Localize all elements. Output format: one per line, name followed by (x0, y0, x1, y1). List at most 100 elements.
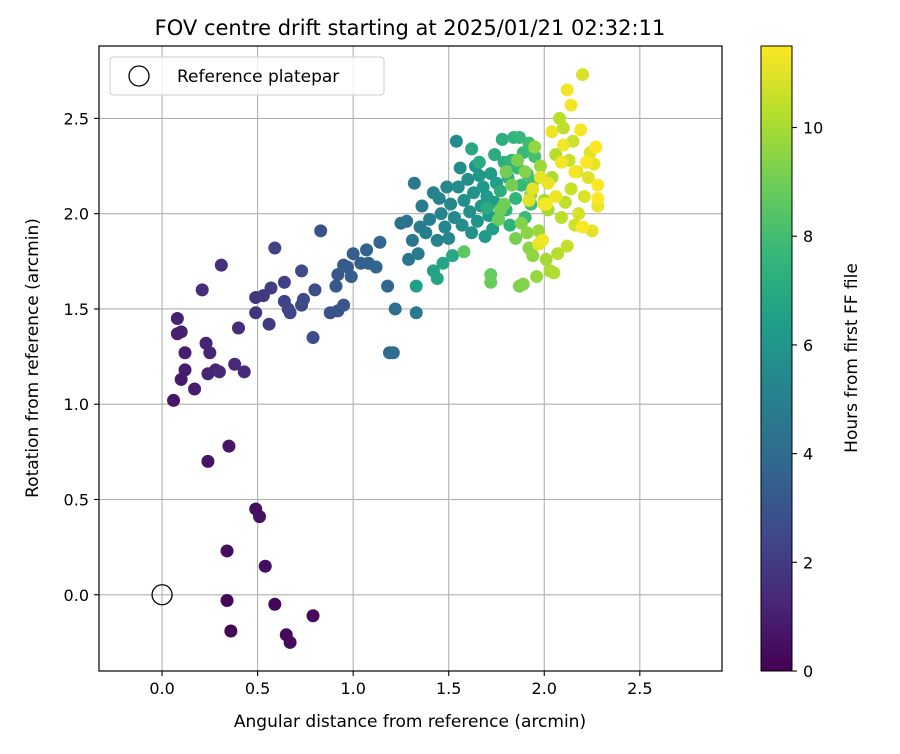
data-point (467, 186, 481, 200)
data-point (528, 140, 542, 154)
y-tick-label: 0.5 (64, 491, 89, 510)
data-point (228, 357, 242, 371)
data-point (314, 224, 328, 238)
data-point (373, 235, 387, 249)
data-point (589, 140, 603, 154)
data-point (329, 279, 343, 293)
data-point (505, 178, 519, 192)
data-point (457, 193, 471, 207)
y-tick-label: 1.5 (64, 300, 89, 319)
data-point (488, 148, 502, 162)
data-point (556, 121, 570, 135)
x-tick-label: 2.5 (627, 679, 652, 698)
data-point (472, 169, 486, 183)
data-point (499, 165, 513, 179)
data-point (360, 243, 374, 257)
data-point (442, 231, 456, 245)
data-point (539, 252, 553, 266)
data-point (551, 247, 565, 261)
colorbar-tick-label: 10 (803, 119, 823, 138)
data-point (444, 197, 458, 211)
data-point (220, 544, 234, 558)
data-point (493, 184, 507, 198)
data-point (436, 256, 450, 270)
colorbar-label: Hours from first FF file (842, 263, 862, 453)
data-point (423, 212, 437, 226)
data-point (564, 98, 578, 112)
data-points (151, 68, 605, 649)
data-point (554, 155, 568, 169)
x-tick-label: 1.5 (436, 679, 461, 698)
data-point (381, 279, 395, 293)
data-point (388, 302, 402, 316)
data-point (295, 264, 309, 278)
data-point (264, 281, 278, 295)
data-point (306, 331, 320, 345)
data-point (446, 249, 460, 263)
data-point (258, 559, 272, 573)
x-tick-label: 2.0 (532, 679, 557, 698)
data-point (539, 197, 553, 211)
data-point (411, 247, 425, 261)
grid-lines (99, 46, 722, 671)
data-point (268, 241, 282, 255)
data-point (516, 277, 530, 291)
data-point (409, 279, 423, 293)
data-point (455, 218, 469, 232)
colorbar-tick-label: 8 (803, 227, 813, 246)
data-point (430, 233, 444, 247)
data-point (457, 245, 471, 259)
data-point (575, 68, 589, 82)
data-point (577, 190, 591, 204)
data-point (526, 249, 540, 263)
data-point (224, 624, 238, 638)
data-point (545, 125, 559, 139)
data-point (522, 193, 536, 207)
data-point (434, 207, 448, 221)
data-point (579, 155, 593, 169)
data-point (296, 292, 310, 306)
data-point (541, 176, 555, 190)
data-point (581, 170, 595, 184)
x-axis-ticks: 0.0 0.5 1.0 1.5 2.0 2.5 (149, 671, 653, 698)
legend-reference-marker (128, 65, 150, 87)
data-point (201, 454, 215, 468)
data-point (461, 172, 475, 186)
y-tick-label: 2.0 (64, 205, 89, 224)
x-axis-label: Angular distance from reference (arcmin) (234, 712, 586, 732)
data-point (572, 207, 586, 221)
data-point (407, 176, 421, 190)
data-point (203, 346, 217, 360)
data-point (306, 609, 320, 623)
legend-box (109, 56, 385, 96)
data-point (512, 130, 526, 144)
data-point (526, 182, 540, 196)
data-point (549, 190, 563, 204)
x-tick-label: 0.0 (149, 679, 174, 698)
data-point (232, 321, 246, 335)
data-point (574, 123, 588, 137)
data-point (480, 201, 494, 215)
data-point (560, 239, 574, 253)
colorbar-tick-label: 6 (803, 336, 813, 355)
data-point (591, 191, 605, 205)
data-point (308, 283, 322, 297)
data-point (568, 165, 582, 179)
data-point (530, 270, 544, 284)
data-point (503, 218, 517, 232)
data-point (405, 233, 419, 247)
data-point (268, 597, 282, 611)
data-point (484, 167, 498, 181)
data-point (558, 195, 572, 209)
data-point (440, 180, 454, 194)
y-tick-label: 2.5 (64, 109, 89, 128)
data-point (222, 439, 236, 453)
data-point (419, 226, 433, 240)
colorbar-tick-label: 0 (803, 662, 813, 681)
data-point (518, 165, 532, 179)
data-point (465, 142, 479, 156)
data-point (346, 247, 360, 261)
data-point (237, 365, 251, 379)
data-point (449, 134, 463, 148)
